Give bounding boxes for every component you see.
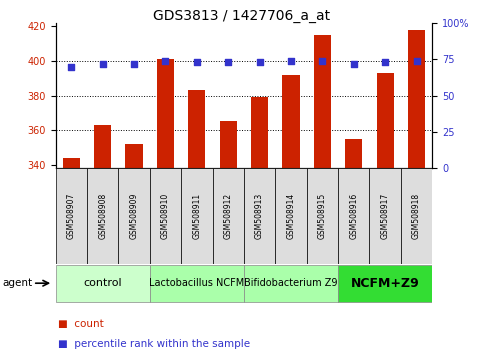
Bar bbox=[314, 35, 331, 168]
Text: GSM508910: GSM508910 bbox=[161, 193, 170, 239]
Text: GSM508916: GSM508916 bbox=[349, 193, 358, 239]
Point bbox=[350, 61, 357, 67]
Text: GSM508911: GSM508911 bbox=[192, 193, 201, 239]
Bar bbox=[401, 168, 432, 264]
Text: GSM508915: GSM508915 bbox=[318, 193, 327, 239]
Bar bbox=[251, 97, 268, 168]
Point bbox=[287, 58, 295, 64]
Bar bbox=[338, 264, 432, 302]
Point bbox=[130, 61, 138, 67]
Point bbox=[224, 59, 232, 65]
Bar bbox=[345, 139, 362, 168]
Text: ■  count: ■ count bbox=[58, 319, 104, 329]
Text: GDS3813 / 1427706_a_at: GDS3813 / 1427706_a_at bbox=[153, 9, 330, 23]
Bar bbox=[126, 144, 142, 168]
Point bbox=[99, 61, 107, 67]
Text: GSM508913: GSM508913 bbox=[255, 193, 264, 239]
Text: agent: agent bbox=[2, 278, 32, 288]
Bar bbox=[188, 90, 205, 168]
Bar bbox=[150, 168, 181, 264]
Text: GSM508908: GSM508908 bbox=[98, 193, 107, 239]
Text: GSM508917: GSM508917 bbox=[381, 193, 390, 239]
Point bbox=[68, 64, 75, 69]
Bar bbox=[244, 264, 338, 302]
Point bbox=[412, 58, 420, 64]
Bar bbox=[369, 168, 401, 264]
Point bbox=[319, 58, 327, 64]
Text: control: control bbox=[84, 278, 122, 288]
Text: NCFM+Z9: NCFM+Z9 bbox=[351, 277, 420, 290]
Bar bbox=[220, 121, 237, 168]
Bar bbox=[56, 264, 150, 302]
Text: GSM508918: GSM508918 bbox=[412, 193, 421, 239]
Bar bbox=[87, 168, 118, 264]
Bar bbox=[118, 168, 150, 264]
Bar bbox=[63, 158, 80, 168]
Bar bbox=[408, 30, 425, 168]
Point bbox=[256, 59, 264, 65]
Bar bbox=[181, 168, 213, 264]
Text: ■  percentile rank within the sample: ■ percentile rank within the sample bbox=[58, 339, 250, 349]
Point bbox=[161, 58, 170, 64]
Bar bbox=[244, 168, 275, 264]
Bar bbox=[307, 168, 338, 264]
Text: GSM508909: GSM508909 bbox=[129, 193, 139, 239]
Bar bbox=[157, 59, 174, 168]
Bar bbox=[56, 168, 87, 264]
Bar bbox=[283, 75, 299, 168]
Bar bbox=[150, 264, 244, 302]
Bar bbox=[275, 168, 307, 264]
Text: Bifidobacterium Z9: Bifidobacterium Z9 bbox=[244, 278, 338, 288]
Bar bbox=[213, 168, 244, 264]
Point bbox=[382, 59, 389, 65]
Text: GSM508914: GSM508914 bbox=[286, 193, 296, 239]
Text: GSM508907: GSM508907 bbox=[67, 193, 76, 239]
Bar bbox=[94, 125, 111, 168]
Text: Lactobacillus NCFM: Lactobacillus NCFM bbox=[149, 278, 244, 288]
Point bbox=[193, 59, 201, 65]
Text: GSM508912: GSM508912 bbox=[224, 193, 233, 239]
Bar bbox=[377, 73, 394, 168]
Bar bbox=[338, 168, 369, 264]
